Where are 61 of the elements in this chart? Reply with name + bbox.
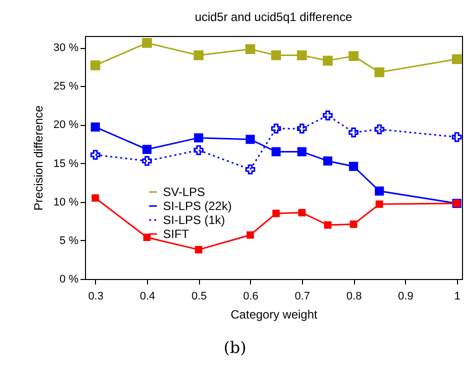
point	[452, 54, 462, 64]
x-tick-label: 0.4	[140, 290, 156, 302]
point	[297, 147, 306, 156]
y-tick-label: 10 %	[53, 196, 79, 208]
point	[376, 200, 384, 208]
point	[272, 210, 280, 218]
y-tick-label: 20 %	[53, 119, 79, 132]
point	[374, 124, 384, 134]
x-tick-label: 0.5	[191, 290, 207, 302]
x-tick-label: 1	[454, 290, 460, 302]
x-tick-label: 0.9	[398, 290, 414, 302]
legend-label: SI-LPS (1k)	[163, 213, 226, 227]
point	[348, 162, 358, 171]
legend-label: SV-LPS	[163, 185, 206, 199]
y-tick-label: 15 %	[53, 158, 79, 170]
point	[142, 38, 152, 48]
point	[245, 164, 256, 174]
y-tick-label: 0 %	[60, 274, 79, 286]
x-tick-label: 0.8	[346, 290, 362, 302]
y-axis-title: Precision difference	[31, 105, 46, 211]
point	[322, 56, 333, 66]
x-tick-label: 0.7	[294, 290, 310, 302]
legend-label: SI-LPS (22k)	[163, 199, 232, 213]
point	[296, 124, 307, 134]
y-tick-label: 5 %	[60, 234, 79, 247]
point	[374, 67, 384, 78]
point	[245, 44, 256, 54]
y-tick-label: 30 %	[53, 42, 79, 54]
point	[298, 208, 306, 216]
legend-label: SIFT	[163, 227, 190, 241]
x-tick-label: 0.3	[88, 290, 104, 302]
point	[90, 150, 100, 160]
x-tick-label: 0.6	[243, 290, 258, 302]
point	[348, 51, 358, 61]
point	[374, 186, 384, 196]
point	[452, 132, 462, 142]
point	[143, 234, 151, 242]
point	[246, 134, 255, 144]
point	[142, 156, 152, 166]
point	[92, 194, 100, 202]
text: (b)	[222, 338, 248, 357]
point	[271, 50, 282, 60]
point	[194, 246, 202, 254]
point	[90, 122, 100, 132]
point	[296, 50, 307, 60]
point	[324, 221, 332, 229]
point	[271, 124, 282, 134]
point	[142, 144, 152, 154]
chart-title: ucid5r and ucid5q1 difference	[194, 10, 352, 24]
point	[194, 50, 204, 60]
point	[322, 110, 333, 120]
point	[348, 127, 358, 138]
point	[194, 145, 204, 156]
point	[90, 60, 100, 70]
point	[272, 147, 281, 156]
x-axis-title: Category weight	[230, 308, 318, 322]
point	[194, 133, 204, 142]
point	[350, 220, 358, 228]
point	[246, 231, 254, 239]
y-tick-label: 25 %	[53, 80, 79, 93]
point	[323, 156, 332, 166]
